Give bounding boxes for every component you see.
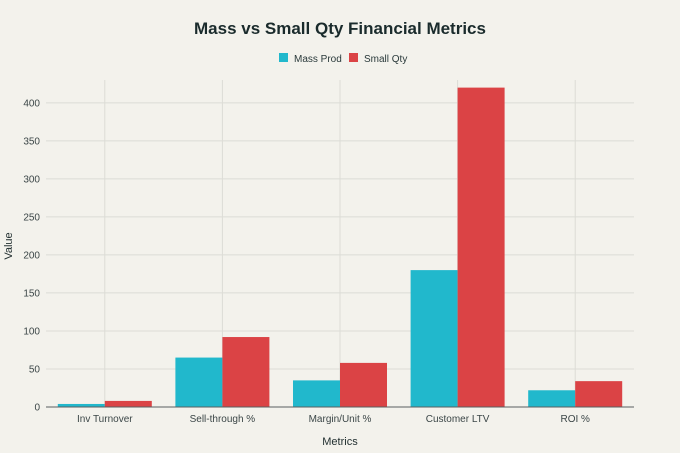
bar-small-qty: [457, 87, 505, 408]
x-tick-label: Inv Turnover: [77, 414, 133, 425]
legend-swatch-mass-prod: [279, 53, 288, 62]
bars: [57, 87, 623, 408]
legend-label-small-qty: Small Qty: [364, 54, 407, 65]
y-tick-label: 300: [23, 174, 40, 185]
legend: Mass Prod Small Qty: [279, 53, 407, 65]
x-axis-label: Metrics: [322, 436, 358, 448]
y-tick-label: 0: [34, 403, 40, 414]
y-tick-label: 400: [23, 98, 40, 109]
legend-label-mass-prod: Mass Prod: [294, 54, 342, 65]
bar-small-qty: [104, 400, 152, 407]
bar-mass-prod: [528, 390, 576, 407]
bar-mass-prod: [57, 403, 105, 407]
x-tick-label: Sell-through %: [190, 414, 256, 425]
chart-title: Mass vs Small Qty Financial Metrics: [194, 19, 486, 38]
bar-mass-prod: [175, 357, 223, 407]
y-axis-label: Value: [3, 232, 15, 259]
x-tick-label: Customer LTV: [426, 414, 490, 425]
bar-small-qty: [575, 381, 623, 407]
y-tick-labels: 0 50 100 150 200 250 300 350 400: [23, 98, 40, 413]
y-tick-label: 50: [29, 364, 41, 375]
bar-mass-prod: [293, 380, 340, 407]
x-tick-label: ROI %: [560, 414, 590, 425]
x-tick-labels: Inv Turnover Sell-through % Margin/Unit % C…: [77, 414, 590, 425]
y-tick-label: 200: [23, 250, 40, 261]
bar-mass-prod: [410, 270, 458, 407]
bar-small-qty: [222, 337, 270, 407]
bar-small-qty: [340, 362, 387, 407]
y-tick-label: 350: [23, 136, 40, 147]
x-tick-label: Margin/Unit %: [309, 414, 372, 425]
y-tick-label: 150: [23, 288, 40, 299]
y-tick-label: 250: [23, 212, 40, 223]
y-tick-label: 100: [23, 326, 40, 337]
legend-swatch-small-qty: [349, 53, 358, 62]
vertical-gridlines: [104, 80, 576, 407]
